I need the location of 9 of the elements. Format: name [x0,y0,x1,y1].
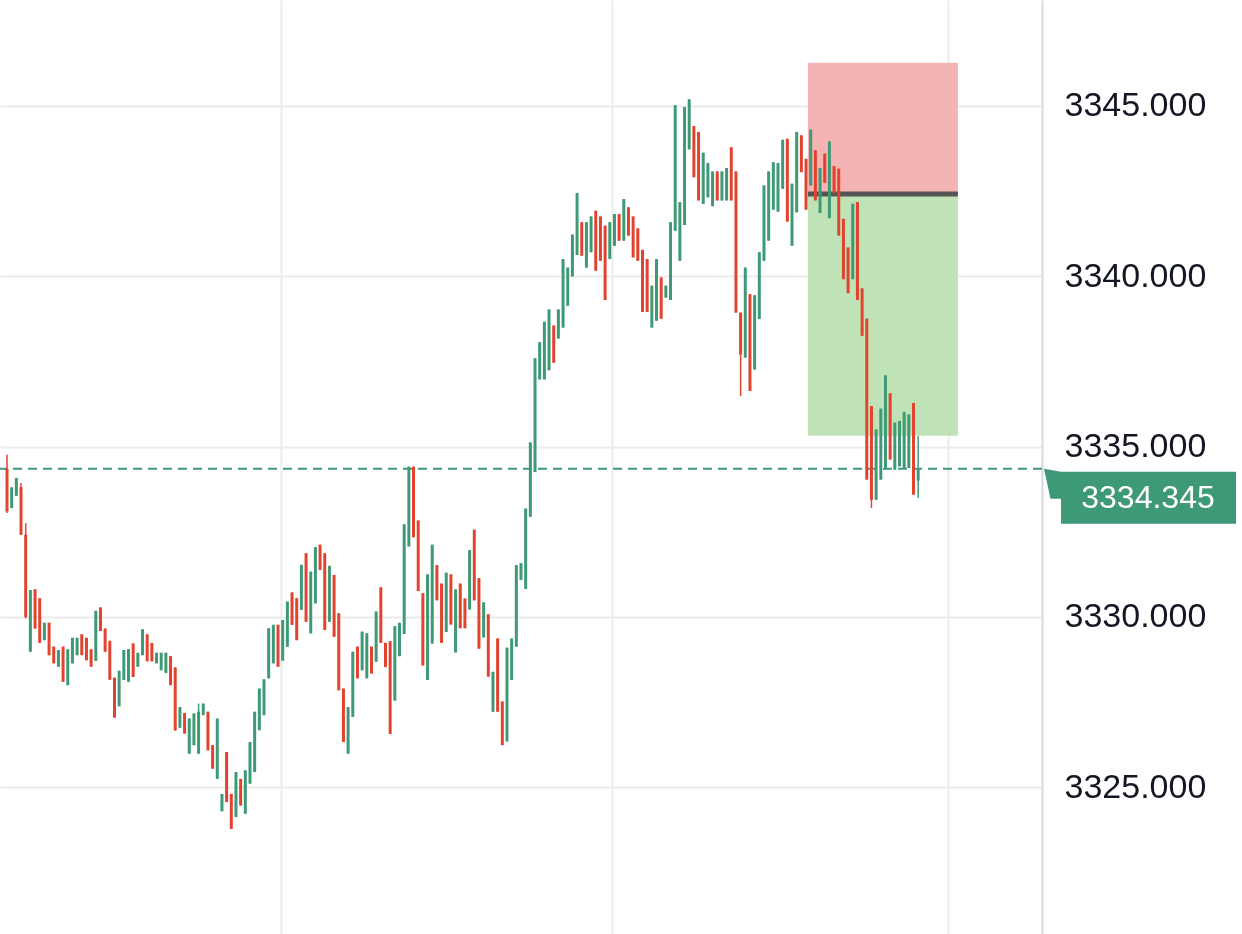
candlestick [183,712,187,735]
legend-label: 3334.345 [1081,478,1215,515]
y-tick-label: 3345.000 [1064,85,1207,124]
y-tick-label: 3340.000 [1064,255,1207,294]
y-tick-label: 3335.000 [1064,426,1207,465]
y-tick-label: 3330.000 [1064,596,1207,635]
candlestick [211,744,215,770]
candlestick [98,606,102,632]
y-tick-label: 3325.000 [1064,766,1207,805]
